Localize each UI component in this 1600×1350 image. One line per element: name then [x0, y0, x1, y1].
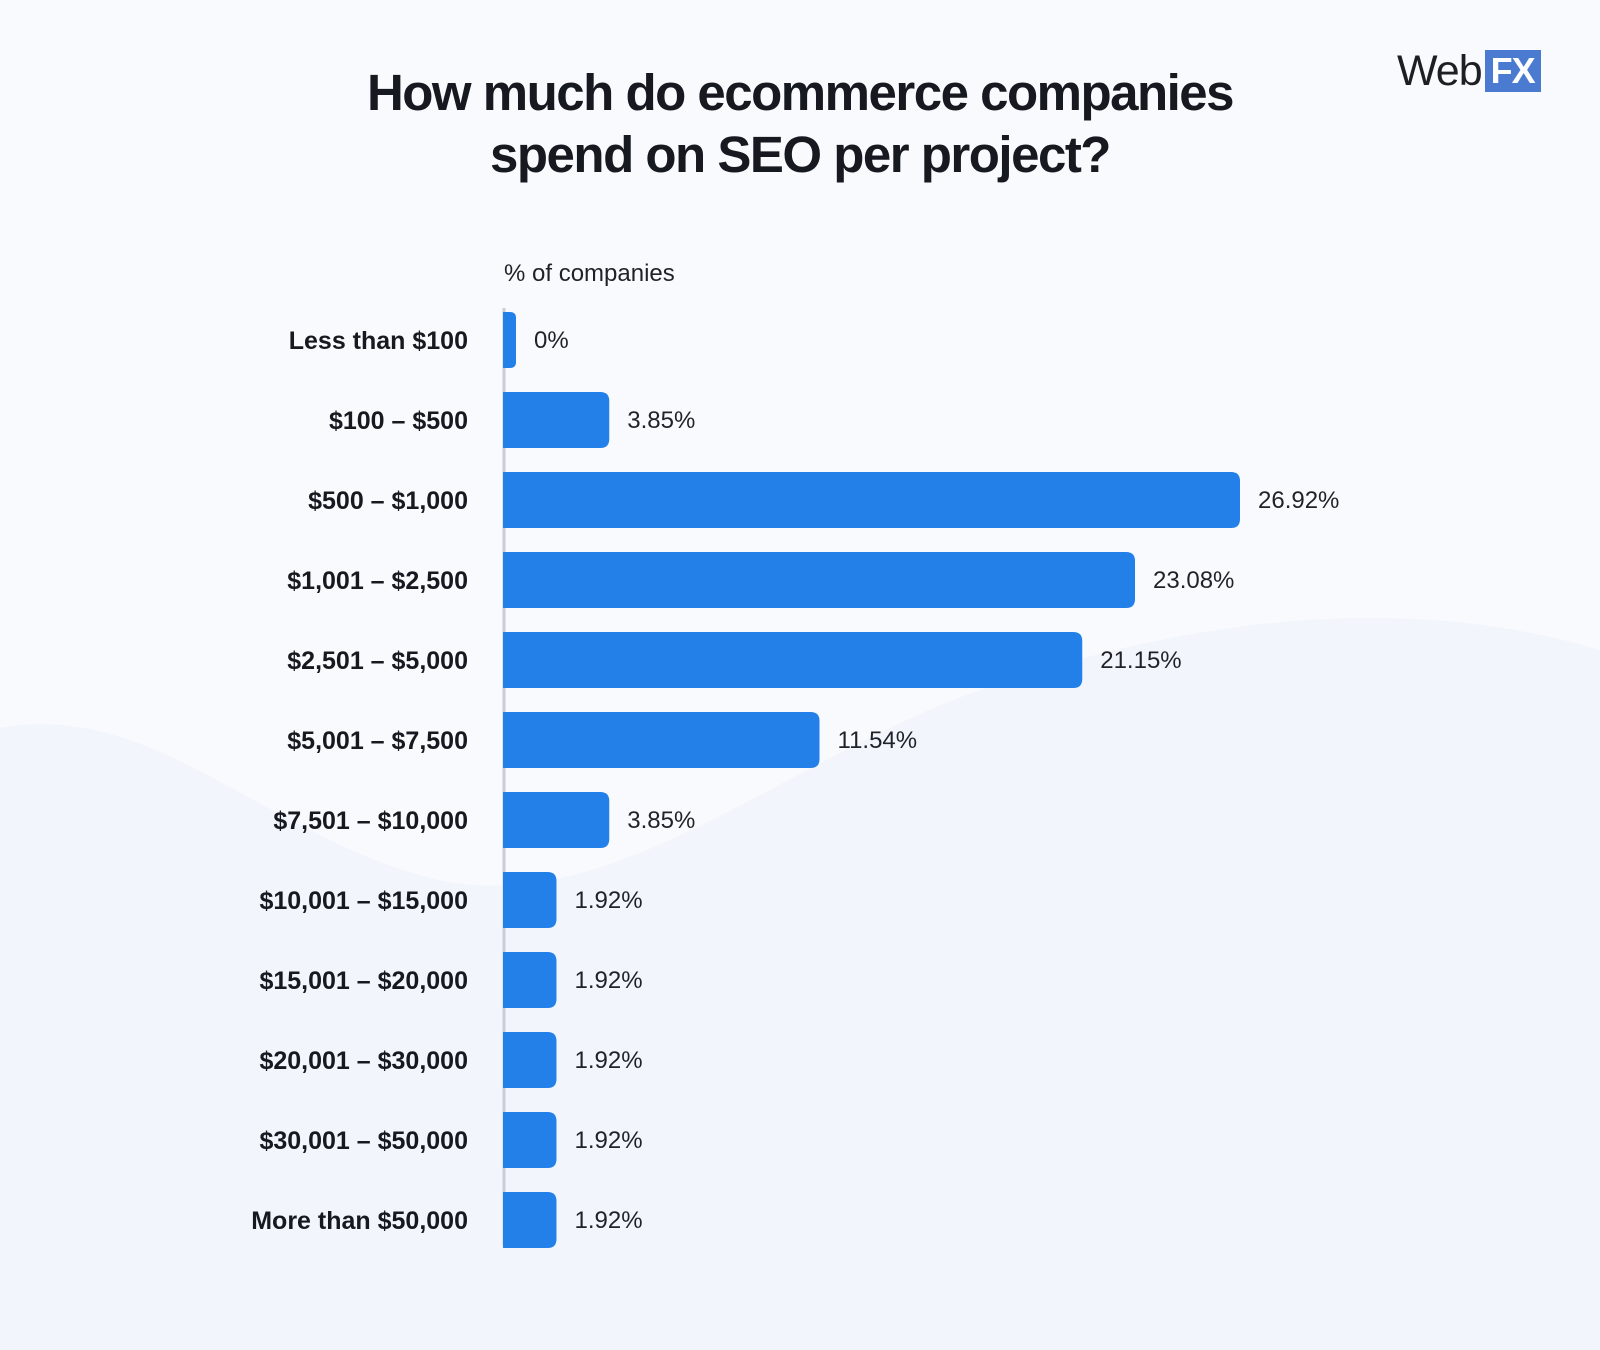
- category-label: $10,001 – $15,000: [259, 887, 468, 915]
- category-label: $2,501 – $5,000: [287, 647, 468, 675]
- category-label: $1,001 – $2,500: [287, 567, 468, 595]
- value-label: 1.92%: [574, 967, 642, 994]
- bar: [503, 1032, 557, 1088]
- bar: [503, 872, 557, 928]
- category-label: $15,001 – $20,000: [259, 967, 468, 995]
- value-label: 0%: [534, 327, 569, 354]
- category-label: $100 – $500: [329, 407, 468, 435]
- category-label: Less than $100: [289, 327, 468, 355]
- value-label: 1.92%: [574, 1127, 642, 1154]
- value-label: 1.92%: [574, 1207, 642, 1234]
- bar: [503, 632, 1083, 688]
- bar: [503, 1112, 557, 1168]
- bar: [503, 952, 557, 1008]
- value-label: 3.85%: [627, 407, 695, 434]
- category-label: $5,001 – $7,500: [287, 727, 468, 755]
- category-label: $7,501 – $10,000: [273, 807, 468, 835]
- bar: [503, 792, 610, 848]
- x-axis-label: % of companies: [504, 260, 675, 287]
- logo-web-text: Web: [1397, 47, 1483, 95]
- logo-fx-badge: FX: [1484, 50, 1541, 92]
- chart-title-line-2: spend on SEO per project?: [490, 126, 1111, 183]
- bar: [503, 1192, 557, 1248]
- bar: [503, 712, 820, 768]
- bar: [503, 392, 610, 448]
- chart-title: How much do ecommerce companies spend on…: [0, 62, 1600, 186]
- bar: [503, 552, 1136, 608]
- value-label: 1.92%: [574, 887, 642, 914]
- bar: [503, 472, 1240, 528]
- value-label: 26.92%: [1258, 487, 1339, 514]
- webfx-logo: Web FX: [1397, 47, 1541, 95]
- value-label: 23.08%: [1153, 567, 1234, 594]
- bars-group: Less than $100 0% $100 – $500 3.85% $500 – $…: [251, 312, 1339, 1248]
- category-label: $30,001 – $50,000: [259, 1127, 468, 1155]
- category-label: $20,001 – $30,000: [259, 1047, 468, 1075]
- value-label: 1.92%: [574, 1047, 642, 1074]
- value-label: 3.85%: [627, 807, 695, 834]
- category-label: More than $50,000: [251, 1207, 468, 1235]
- bar: [503, 312, 516, 368]
- chart-title-line-1: How much do ecommerce companies: [366, 64, 1235, 121]
- value-label: 11.54%: [838, 727, 918, 754]
- category-label: $500 – $1,000: [308, 487, 468, 515]
- value-label: 21.15%: [1100, 647, 1181, 674]
